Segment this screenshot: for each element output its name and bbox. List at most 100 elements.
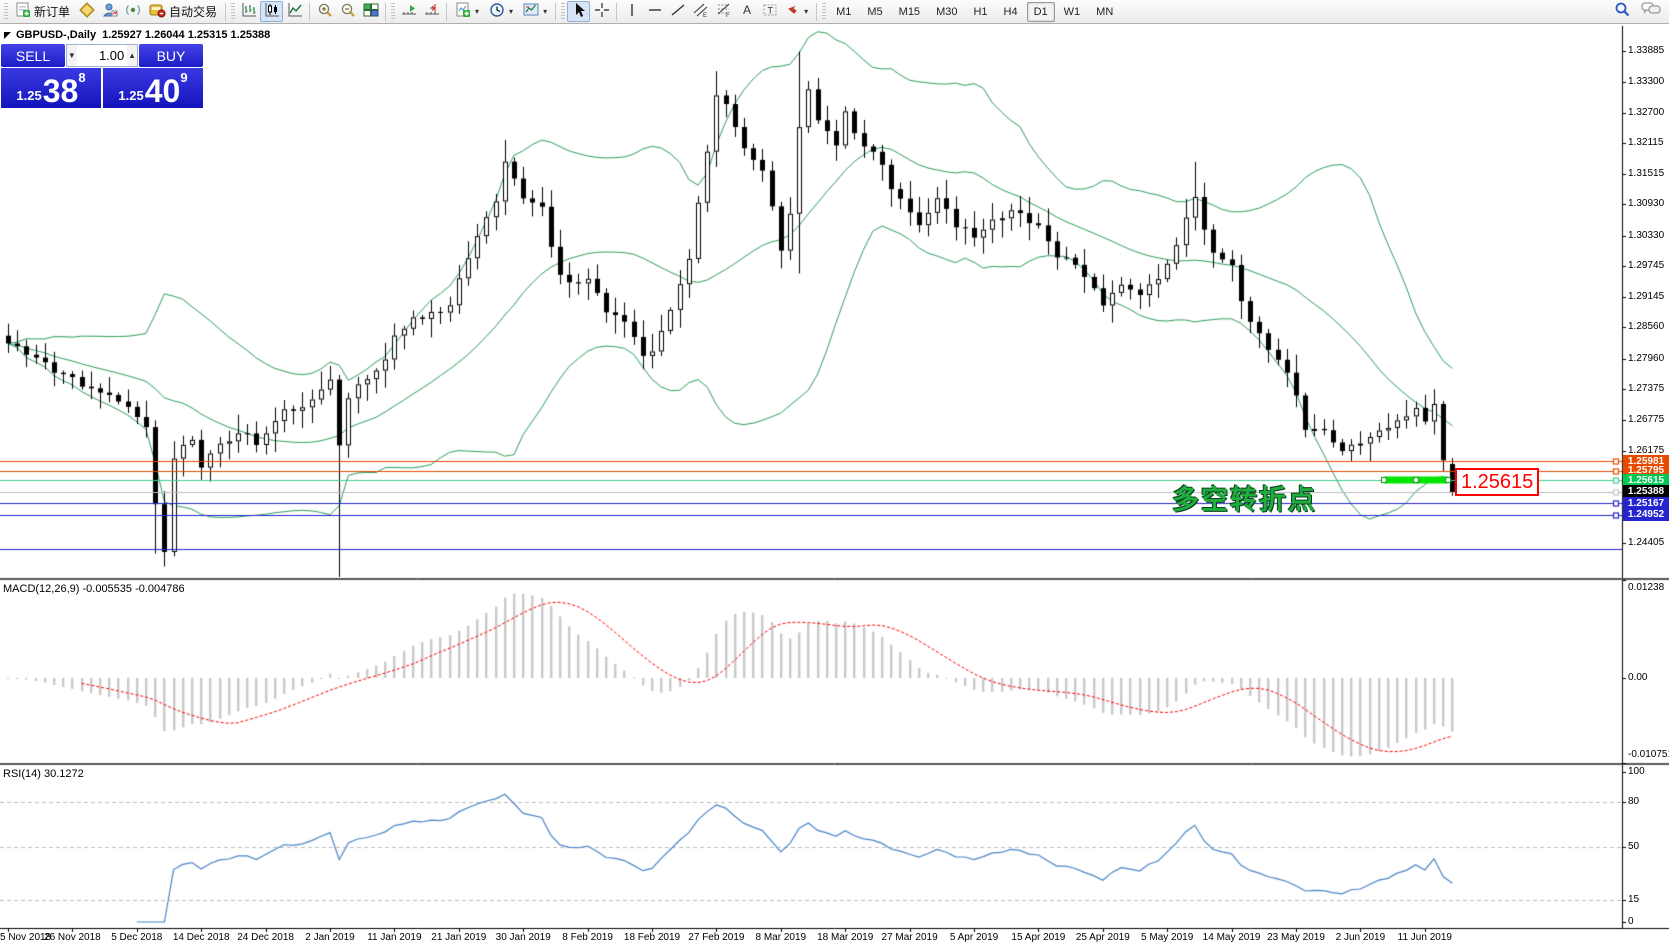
sell-price[interactable]: 1.25 38 8 [1,68,101,108]
horizontal-line-button[interactable] [643,1,666,22]
sell-button[interactable]: SELL [1,44,65,67]
date-label: 26 Nov 2018 [44,932,101,943]
text-button[interactable]: A [735,1,758,22]
profiles-button[interactable] [98,1,121,22]
date-label: 5 Dec 2018 [111,932,163,943]
date-label: 30 Jan 2019 [495,932,551,943]
date-label: 25 Apr 2019 [1075,932,1130,943]
timeframe-h4[interactable]: H4 [1003,5,1018,18]
trendline-button[interactable] [666,1,689,22]
toolbar-separator [385,2,387,21]
chat-icon[interactable] [1641,1,1661,22]
periods-button[interactable]: ▾ [484,1,518,22]
cursor-icon [571,2,587,21]
dropdown-arrow-icon: ▾ [475,7,480,16]
date-label: 5 Apr 2019 [949,932,999,943]
date-label: 14 Dec 2018 [172,932,230,943]
candlestick-chart-button[interactable] [260,1,284,22]
timeframe-mn[interactable]: MN [1096,5,1114,18]
text-label-button[interactable]: T [758,1,781,22]
toolbar-grip [4,2,8,21]
arrows-button[interactable]: ▾ [781,1,813,22]
price-callout-label[interactable]: 1.25615 [1455,468,1540,496]
indicators-button[interactable]: ▾ [450,1,484,22]
chart-shift-icon [424,2,440,21]
zoom-in-button[interactable] [313,1,336,22]
price-tick-label: 1.32115 [1628,136,1664,148]
auto-scroll-button[interactable] [397,1,420,22]
timeframe-m30[interactable]: M30 [936,5,958,18]
price-chart-canvas[interactable] [0,24,1669,948]
toolbar-separator [555,2,557,21]
price-tick-label: 1.24405 [1628,536,1665,548]
search-icon[interactable] [1614,1,1631,23]
buy-button[interactable]: BUY [139,44,203,67]
macd-label: MACD(12,26,9) -0.005535 -0.004786 [3,583,185,595]
clock-icon [489,2,505,21]
price-level-badge: 1.25388 [1623,485,1669,499]
bar-chart-icon [241,2,257,21]
svg-text:E: E [703,13,707,18]
text-label-icon: T [762,2,778,21]
price-tick-label: 1.33885 [1628,45,1665,57]
equidistant-channel-button[interactable]: E [689,1,712,22]
timeframe-m15[interactable]: M15 [898,5,921,18]
trendline-icon [670,2,686,21]
timeframe-m5[interactable]: M5 [867,5,883,18]
price-tick-label: 1.27960 [1628,352,1665,364]
timeframe-d1[interactable]: D1 [1026,1,1055,22]
date-label: 5 Nov 2018 [0,932,52,943]
vertical-line-button[interactable] [620,1,643,22]
tile-windows-button[interactable] [359,1,382,22]
timeframe-h1[interactable]: H1 [973,5,988,18]
chart-shift-button[interactable] [420,1,443,22]
fibonacci-button[interactable]: F [712,1,735,22]
profile-icon [102,2,118,21]
price-tick-label: 1.30330 [1628,229,1665,241]
one-click-arrow-icon[interactable] [4,32,11,39]
price-tick-label: 1.26175 [1628,445,1665,457]
vertical-line-icon [624,2,640,21]
rsi-scale-label: 100 [1628,766,1645,777]
price-tick-label: 1.33300 [1628,75,1665,87]
main-toolbar: 新订单 自动交易 [0,0,1669,24]
buy-price[interactable]: 1.25 40 9 [103,68,203,108]
timeframe-m1[interactable]: M1 [836,5,852,18]
toolbar-grip [391,2,396,21]
price-tick-label: 1.32700 [1628,106,1665,118]
volume-increase-button[interactable]: ▲ [127,45,137,66]
candlestick-chart-icon [264,2,280,21]
volume-input[interactable] [76,45,128,66]
toolbar-grip [822,2,827,21]
date-label: 18 Mar 2019 [817,932,874,943]
line-chart-icon [287,2,303,21]
new-order-button[interactable]: 新订单 [10,1,75,22]
bar-chart-button[interactable] [237,1,260,22]
fibonacci-icon: F [716,2,732,21]
autotrading-button[interactable]: 自动交易 [144,1,222,22]
timeframe-w1[interactable]: W1 [1063,5,1081,18]
line-chart-button[interactable] [283,1,306,22]
templates-button[interactable]: ▾ [518,1,552,22]
date-label: 8 Feb 2019 [562,932,613,943]
toolbar-grip [231,2,236,21]
chart-title: GBPUSD-,Daily 1.25927 1.26044 1.25315 1.2… [16,29,270,41]
text-a-icon: A [739,2,755,21]
crosshair-button[interactable] [590,1,613,22]
date-label: 2 Jun 2019 [1335,932,1386,943]
cursor-button[interactable] [567,1,591,22]
svg-text:F: F [726,13,730,18]
toolbar-separator [309,2,311,21]
toolbar-grip [561,2,566,21]
volume-decrease-button[interactable]: ▼ [67,45,77,66]
rsi-scale-label: 0 [1628,916,1634,927]
price-level-badge: 1.25615 [1623,473,1669,487]
market-watch-button[interactable] [75,1,98,22]
macd-scale-bottom: -0.010751 [1628,749,1669,760]
zoom-out-button[interactable] [336,1,359,22]
price-tick-label: 1.29745 [1628,259,1665,271]
template-icon [523,2,539,21]
chart-annotation-text[interactable]: 多空转折点 [1172,485,1317,515]
alerts-button[interactable] [121,1,144,22]
